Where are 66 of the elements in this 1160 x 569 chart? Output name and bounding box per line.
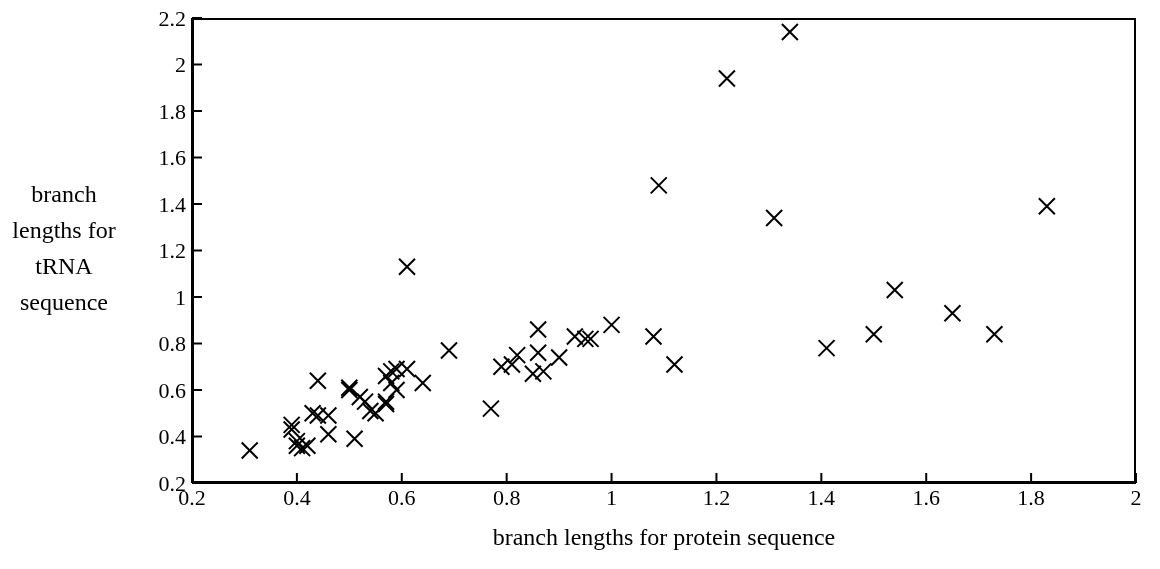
x-tick-label: 1.6	[912, 484, 940, 510]
point	[287, 436, 306, 455]
x-tick-label: 0.6	[388, 484, 416, 510]
point	[293, 439, 312, 458]
point	[413, 374, 432, 393]
point	[377, 367, 396, 386]
point	[885, 281, 904, 300]
point	[602, 315, 621, 334]
point	[481, 399, 500, 418]
x-tick-label: 2	[1130, 484, 1142, 510]
point	[439, 341, 458, 360]
point	[319, 425, 338, 444]
point	[765, 208, 784, 227]
point	[382, 374, 401, 393]
point	[576, 329, 595, 348]
point	[282, 415, 301, 434]
y-tick-label: 0.8	[158, 331, 186, 357]
point	[523, 364, 542, 383]
point	[287, 432, 306, 451]
y-tick-label: 2.2	[158, 5, 186, 31]
point	[366, 404, 385, 423]
point	[502, 355, 521, 374]
x-tick-label: 1.8	[1017, 484, 1045, 510]
point	[529, 320, 548, 339]
point	[387, 360, 406, 379]
x-tick-label: 1.4	[807, 484, 836, 510]
x-tick-label: 0.8	[492, 484, 521, 510]
y-tick-label: 0.4	[158, 424, 186, 450]
y-tick-label: 2	[175, 52, 186, 78]
point	[985, 325, 1004, 344]
point	[240, 441, 259, 460]
x-axis-title: branch lengths for protein sequence	[492, 524, 836, 550]
y-tick-label: 1.2	[158, 238, 186, 264]
y-tick-label: 1.8	[158, 98, 186, 124]
point	[361, 401, 380, 420]
point	[308, 406, 327, 425]
point	[943, 304, 962, 323]
y-tick-label: 1.6	[158, 145, 186, 171]
point	[298, 436, 317, 455]
x-tick-label: 1	[606, 484, 618, 510]
x-tick-label: 0.4	[283, 484, 311, 510]
point	[282, 420, 301, 439]
point	[492, 357, 511, 376]
point	[356, 392, 375, 411]
point	[534, 362, 553, 381]
point	[649, 176, 668, 195]
point	[1037, 197, 1056, 216]
y-tick-label: 1.4	[158, 191, 186, 217]
point	[387, 381, 406, 399]
point	[508, 346, 527, 365]
x-tick-label: 1.2	[702, 484, 731, 510]
point	[644, 327, 663, 346]
point	[398, 257, 417, 276]
point	[780, 22, 799, 41]
point	[665, 355, 684, 374]
point	[350, 387, 369, 406]
point	[529, 343, 548, 362]
point	[817, 339, 836, 358]
y-tick-label: 0.6	[158, 377, 186, 403]
y-axis-title: branch lengths for tRNA sequence	[11, 179, 117, 317]
point	[345, 429, 364, 448]
point	[864, 325, 883, 344]
point	[308, 371, 327, 390]
point	[550, 348, 569, 367]
point	[717, 69, 736, 88]
y-tick-label: 1	[175, 284, 186, 310]
